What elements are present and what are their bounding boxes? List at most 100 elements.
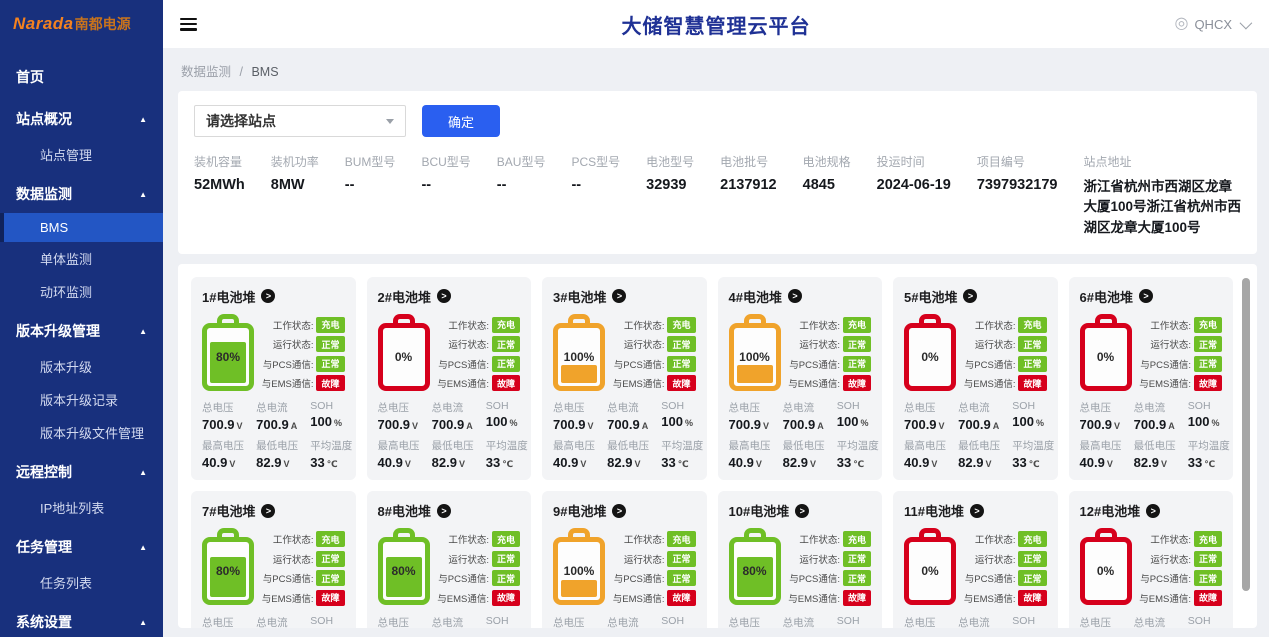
- battery-card[interactable]: 5#电池堆 > 0% 工作状态: 充电 运行状态: 正常 与PCS通信: 正常 …: [893, 276, 1058, 481]
- battery-card-body: 0% 工作状态: 充电 运行状态: 正常 与PCS通信: 正常 与EMS通信: …: [904, 528, 1047, 606]
- stat-unit: A: [290, 421, 298, 432]
- battery-soc-label: 80%: [391, 564, 416, 579]
- battery-card[interactable]: 3#电池堆 > 100% 工作状态: 充电 运行状态: 正常 与PCS通信: 正…: [542, 276, 707, 481]
- breadcrumb-parent[interactable]: 数据监测: [181, 65, 232, 79]
- sidebar-item-site-management[interactable]: 站点管理: [0, 138, 163, 171]
- status-row: 工作状态: 充电: [1139, 316, 1222, 333]
- status-label: 运行状态:: [1150, 554, 1191, 566]
- stat-item: 最低电压 82.9 V: [1134, 438, 1188, 470]
- arrow-right-circle-icon[interactable]: >: [436, 503, 451, 518]
- stat-value: 700.9 V: [202, 417, 243, 433]
- sidebar-item-site-overview[interactable]: 站点概况 ▲: [0, 100, 163, 138]
- stat-value: 82.9 V: [782, 455, 816, 471]
- stat-unit: V: [938, 421, 945, 432]
- info-value: 2024-06-19: [876, 177, 951, 193]
- arrow-right-circle-icon[interactable]: >: [1146, 503, 1161, 518]
- arrow-right-circle-icon[interactable]: >: [963, 289, 978, 304]
- battery-card[interactable]: 2#电池堆 > 0% 工作状态: 充电 运行状态: 正常 与PCS通信: 正常 …: [366, 276, 531, 481]
- arrow-right-circle-icon[interactable]: >: [261, 503, 276, 518]
- sidebar-item-home[interactable]: 首页: [0, 58, 163, 96]
- battery-card[interactable]: 4#电池堆 > 100% 工作状态: 充电 运行状态: 正常 与PCS通信: 正…: [717, 276, 882, 481]
- stat-label: 最低电压: [1133, 440, 1176, 453]
- sidebar-item-version-upgrade[interactable]: 版本升级: [0, 350, 163, 383]
- battery-card-title: 12#电池堆: [1079, 504, 1141, 520]
- battery-card[interactable]: 6#电池堆 > 0% 工作状态: 充电 运行状态: 正常 与PCS通信: 正常 …: [1068, 276, 1233, 481]
- arrow-right-circle-icon[interactable]: >: [261, 289, 276, 304]
- stat-label: SOH: [485, 400, 509, 413]
- arrow-right-circle-icon[interactable]: >: [612, 289, 627, 304]
- battery-card[interactable]: 11#电池堆 > 0% 工作状态: 充电 运行状态: 正常 与PCS通信: 正常…: [893, 491, 1058, 628]
- battery-shell: 0%: [1079, 322, 1132, 391]
- battery-shell: 80%: [377, 537, 430, 606]
- battery-card[interactable]: 8#电池堆 > 80% 工作状态: 充电 运行状态: 正常 与PCS通信: 正常…: [366, 491, 531, 628]
- status-row: 与PCS通信: 正常: [612, 355, 696, 372]
- stat-item: 总电流 700.9A: [607, 615, 661, 628]
- sidebar-item-ip-address-list[interactable]: IP地址列表: [0, 491, 163, 524]
- sidebar-item-task-management[interactable]: 任务管理 ▲: [0, 528, 163, 566]
- arrow-right-circle-icon[interactable]: >: [1138, 289, 1153, 304]
- battery-soc-label: 100%: [739, 349, 770, 364]
- stat-unit: V: [412, 421, 419, 432]
- arrow-right-circle-icon[interactable]: >: [795, 503, 810, 518]
- status-badge: 正常: [491, 355, 520, 372]
- scrollbar[interactable]: [1242, 276, 1250, 616]
- stat-label: 总电流: [431, 616, 464, 628]
- status-badge: 正常: [1193, 355, 1222, 372]
- sidebar-item-version-upgrade-management[interactable]: 版本升级管理 ▲: [0, 312, 163, 350]
- battery-soc-label: 0%: [1096, 349, 1115, 364]
- arrow-right-circle-icon[interactable]: >: [787, 289, 802, 304]
- battery-card-title: 6#电池堆: [1079, 289, 1133, 305]
- arrow-right-circle-icon[interactable]: >: [436, 289, 451, 304]
- sidebar-item-system-settings[interactable]: 系统设置 ▲: [0, 603, 163, 637]
- sidebar-item-remote-control[interactable]: 远程控制 ▲: [0, 453, 163, 491]
- stat-label: 总电压: [553, 616, 585, 628]
- arrow-right-circle-icon[interactable]: >: [969, 503, 984, 518]
- battery-card[interactable]: 9#电池堆 > 100% 工作状态: 充电 运行状态: 正常 与PCS通信: 正…: [542, 491, 707, 628]
- status-badge: 正常: [842, 355, 871, 372]
- scrollbar-thumb[interactable]: [1242, 277, 1250, 591]
- arrow-right-circle-icon[interactable]: >: [612, 503, 627, 518]
- stat-unit: ℃: [326, 459, 338, 470]
- confirm-button[interactable]: 确定: [422, 105, 500, 137]
- battery-card[interactable]: 7#电池堆 > 80% 工作状态: 充电 运行状态: 正常 与PCS通信: 正常…: [191, 491, 356, 628]
- site-select[interactable]: 请选择站点: [194, 105, 406, 137]
- sidebar-item-version-upgrade-records[interactable]: 版本升级记录: [0, 383, 163, 416]
- sidebar-item-label: 单体监测: [40, 252, 93, 267]
- status-label: 与PCS通信:: [262, 359, 314, 371]
- status-label: 运行状态:: [1150, 340, 1191, 352]
- status-label: 运行状态:: [448, 340, 489, 352]
- stat-value: 40.9 V: [202, 455, 236, 471]
- status-label: 运行状态:: [272, 554, 314, 566]
- battery-card[interactable]: 12#电池堆 > 0% 工作状态: 充电 运行状态: 正常 与PCS通信: 正常…: [1068, 491, 1233, 628]
- sidebar-item-data-monitoring[interactable]: 数据监测 ▲: [0, 175, 163, 213]
- sidebar-item-version-upgrade-files[interactable]: 版本升级文件管理: [0, 416, 163, 449]
- topbar: 大储智慧管理云平台 ◎ QHCX: [163, 0, 1269, 48]
- info-label: 电池批号: [720, 155, 769, 169]
- hamburger-menu-icon[interactable]: [180, 17, 197, 31]
- sidebar-item-bms[interactable]: BMS: [0, 213, 163, 242]
- status-badge: 正常: [316, 355, 345, 372]
- battery-card[interactable]: 10#电池堆 > 80% 工作状态: 充电 运行状态: 正常 与PCS通信: 正…: [717, 491, 882, 628]
- battery-cap: [1094, 528, 1117, 538]
- battery-card[interactable]: 1#电池堆 > 80% 工作状态: 充电 运行状态: 正常 与PCS通信: 正常…: [191, 276, 356, 481]
- battery-card-title: 5#电池堆: [904, 289, 958, 305]
- battery-card-title: 8#电池堆: [377, 504, 431, 520]
- stat-label: 总电压: [377, 402, 410, 415]
- battery-card-header: 2#电池堆 >: [378, 287, 521, 306]
- sidebar-item-label: 首页: [16, 69, 44, 85]
- info-label: BCU型号: [421, 155, 471, 169]
- username: QHCX: [1194, 16, 1232, 32]
- user-menu[interactable]: ◎ QHCX: [1174, 16, 1253, 32]
- status-label: 工作状态:: [974, 535, 1016, 547]
- sidebar-item-cell-monitoring[interactable]: 单体监测: [0, 242, 163, 275]
- status-label: 与PCS通信:: [1140, 359, 1191, 371]
- sidebar-item-task-list[interactable]: 任务列表: [0, 566, 163, 599]
- stat-label: 总电流: [431, 402, 464, 415]
- stat-label: 最低电压: [782, 440, 825, 453]
- sidebar-item-env-monitoring[interactable]: 动环监测: [0, 275, 163, 308]
- info-value: 32939: [646, 177, 687, 193]
- status-label: 与PCS通信:: [613, 574, 665, 586]
- stat-value: 700.9 V: [1079, 417, 1121, 433]
- site-select-value: 请选择站点: [206, 113, 276, 129]
